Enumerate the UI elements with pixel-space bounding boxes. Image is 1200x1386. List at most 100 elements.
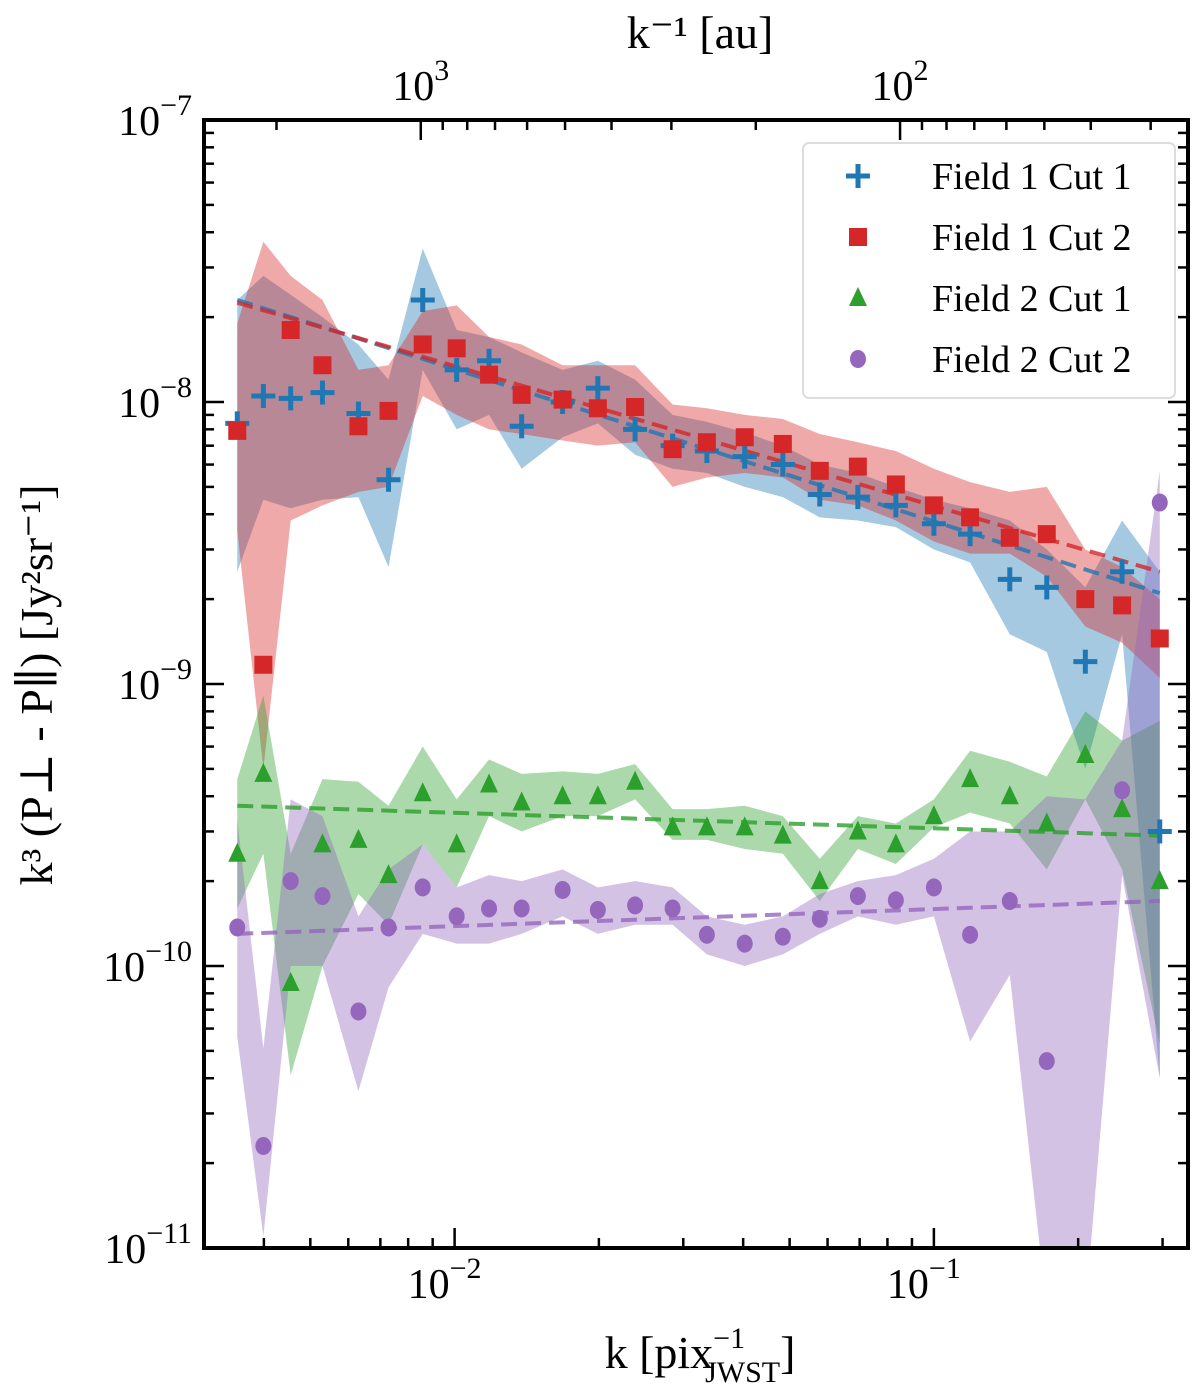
point-series-1	[1147, 819, 1172, 844]
y-tick-label: 10−10	[103, 935, 192, 991]
point-series-4	[229, 918, 246, 937]
y-tick-label: 10−8	[118, 371, 192, 427]
point-series-4	[314, 887, 331, 906]
point-series-3	[1113, 798, 1132, 818]
point-series-2	[773, 434, 792, 453]
point-series-4	[698, 925, 715, 944]
top-x-tick-label: 103	[392, 54, 449, 110]
point-series-3	[254, 762, 273, 782]
point-series-4	[554, 880, 571, 899]
point-series-2	[512, 385, 531, 404]
point-series-4	[513, 899, 530, 918]
point-series-1	[883, 493, 908, 518]
legend-box	[802, 142, 1176, 399]
point-series-4	[255, 1136, 272, 1155]
top-x-tick-label: 102	[872, 54, 929, 110]
confidence-bands	[237, 241, 1160, 1248]
point-series-3	[588, 785, 607, 805]
point-series-3	[697, 816, 716, 836]
point-series-1	[845, 485, 870, 510]
point-series-2	[588, 399, 607, 418]
point-series-1	[444, 357, 469, 382]
point-series-2	[553, 390, 572, 409]
point-series-1	[1110, 559, 1135, 584]
y-tick-label: 10−9	[118, 653, 192, 709]
point-series-3	[480, 773, 499, 793]
point-series-3	[553, 785, 572, 805]
legend-label: Field 2 Cut 1	[932, 278, 1132, 320]
y-axis-label: k³ (P⊥ - P∥) [Jy²sr⁻¹]	[11, 484, 62, 885]
point-series-1	[585, 376, 610, 401]
point-series-1	[278, 386, 303, 411]
point-series-3	[413, 782, 432, 802]
point-series-3	[1076, 744, 1095, 764]
point-series-4	[1151, 493, 1168, 512]
point-series-4	[414, 878, 431, 897]
point-series-2	[697, 433, 716, 452]
point-series-3	[228, 842, 247, 862]
point-series-2	[379, 401, 398, 420]
point-series-3	[1000, 785, 1019, 805]
point-series-1	[732, 444, 757, 469]
point-series-2	[924, 496, 943, 515]
point-series-2	[228, 421, 247, 440]
point-series-3	[663, 816, 682, 836]
point-series-4	[925, 878, 942, 897]
point-series-4	[887, 891, 904, 910]
point-series-1	[410, 287, 435, 312]
point-series-2	[281, 321, 300, 340]
point-series-2	[735, 428, 754, 447]
point-series-4	[664, 899, 681, 918]
point-series-3	[447, 833, 466, 853]
point-series-4	[774, 927, 791, 946]
point-series-3	[924, 805, 943, 825]
point-series-1	[1034, 575, 1059, 600]
legend-marker-3	[849, 287, 867, 306]
point-series-1	[1073, 649, 1098, 674]
top-x-axis-label: k⁻¹ [au]	[627, 7, 774, 58]
point-series-3	[626, 770, 645, 790]
band-series-4	[237, 470, 1160, 1248]
point-series-2	[886, 475, 905, 494]
axes: 10−7 10−8 10−9 10−10 10−11 10−2 10−1 103 102	[103, 54, 1190, 1308]
point-series-3	[1037, 812, 1056, 832]
point-series-2	[254, 655, 273, 674]
point-series-1	[376, 467, 401, 492]
legend-label: Field 1 Cut 2	[932, 217, 1132, 259]
legend: Field 1 Cut 1 Field 1 Cut 2 Field 2 Cut 1 F…	[802, 142, 1176, 399]
point-series-4	[589, 900, 606, 919]
point-series-4	[448, 907, 465, 926]
point-series-3	[379, 864, 398, 884]
point-series-1	[807, 482, 832, 507]
point-series-4	[1038, 1052, 1055, 1071]
y-tick-label: 10−11	[104, 1217, 192, 1273]
point-series-3	[349, 828, 368, 848]
point-series-4	[962, 925, 979, 944]
point-series-3	[1150, 870, 1169, 890]
point-series-4	[627, 896, 644, 915]
point-series-1	[310, 380, 335, 405]
point-series-3	[512, 791, 531, 811]
legend-label: Field 1 Cut 1	[932, 156, 1132, 198]
point-series-2	[447, 339, 466, 358]
legend-marker-2	[849, 228, 867, 246]
point-series-2	[810, 461, 829, 480]
legend-marker-1	[846, 164, 870, 188]
point-series-4	[350, 1002, 367, 1021]
point-series-2	[961, 508, 980, 527]
point-series-2	[626, 397, 645, 416]
point-series-1	[921, 511, 946, 536]
point-series-1	[997, 567, 1022, 592]
x-tick-label: 10−1	[887, 1252, 961, 1308]
point-series-3	[961, 768, 980, 788]
point-series-4	[282, 872, 299, 891]
point-series-4	[1001, 892, 1018, 911]
point-series-2	[1113, 596, 1132, 615]
point-series-2	[480, 365, 499, 384]
data-points	[225, 287, 1172, 1155]
point-series-3	[313, 833, 332, 853]
point-series-4	[849, 887, 866, 906]
x-tick-label: 10−2	[408, 1252, 482, 1308]
point-series-2	[413, 335, 432, 354]
